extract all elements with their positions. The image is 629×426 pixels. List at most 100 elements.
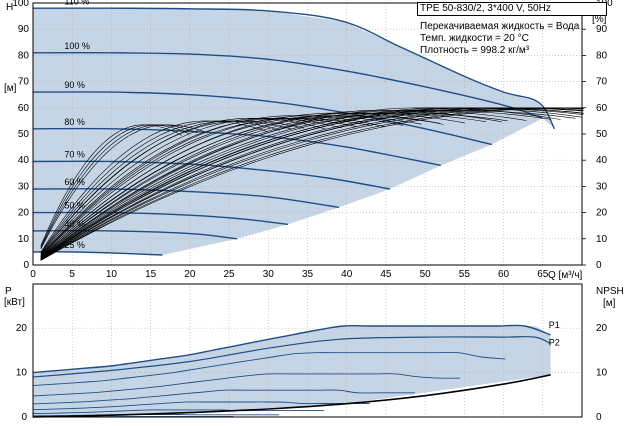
top-left-tick: 70 xyxy=(18,77,30,88)
top-left-axis-label: H xyxy=(6,2,13,13)
top-right-tick: 30 xyxy=(596,181,608,192)
head-curve-110pct xyxy=(33,7,556,130)
head-curve-70pct xyxy=(32,160,391,190)
speed-label: 25 % xyxy=(64,240,85,250)
efficiency-curve xyxy=(40,117,342,256)
power-curve xyxy=(32,401,370,411)
x-tick: 25 xyxy=(224,269,236,280)
top-left-tick: 30 xyxy=(18,181,30,192)
speed-label: 100 % xyxy=(64,41,90,51)
bottom-left-axis-label: P xyxy=(5,286,12,297)
top-left-tick: 0 xyxy=(23,260,29,271)
power-operating-region xyxy=(33,325,551,417)
bottom-right-axis-label: NPSH xyxy=(596,286,624,297)
efficiency-curve xyxy=(40,110,527,259)
efficiency-curve xyxy=(40,115,385,257)
efficiency-curve xyxy=(40,115,404,257)
top-left-tick: 10 xyxy=(18,234,30,245)
top-right-tick: 70 xyxy=(596,77,608,88)
efficiency-curve xyxy=(40,110,576,260)
bottom-right-tick: 10 xyxy=(596,368,608,379)
efficiency-curve xyxy=(40,112,487,259)
liquid-label: Перекачиваемая жидкость = Вода xyxy=(420,21,580,32)
x-tick: 10 xyxy=(106,269,118,280)
x-tick: 0 xyxy=(30,269,36,280)
top-right-tick: 50 xyxy=(596,129,608,140)
efficiency-curve xyxy=(40,117,327,255)
head-curve-100pct xyxy=(32,52,544,119)
efficiency-curve xyxy=(40,110,503,259)
x-tick: 45 xyxy=(380,269,392,280)
power-curve-p2 xyxy=(32,336,551,378)
speed-label: 40 % xyxy=(64,219,85,229)
speed-label: 110 % xyxy=(64,0,89,6)
npsh-curve xyxy=(32,374,551,418)
x-tick: 15 xyxy=(145,269,157,280)
x-tick: 30 xyxy=(263,269,275,280)
power-curve xyxy=(32,409,325,414)
top-left-tick: 40 xyxy=(18,155,30,166)
bottom-right-tick: 0 xyxy=(596,412,602,423)
head-curve-90pct xyxy=(32,91,492,146)
top-right-tick: 40 xyxy=(596,155,608,166)
x-tick: 40 xyxy=(341,269,353,280)
top-left-tick: 60 xyxy=(18,103,30,114)
speed-label: 90 % xyxy=(64,80,85,90)
x-tick: 5 xyxy=(69,269,75,280)
efficiency-curve xyxy=(40,117,357,257)
top-left-tick: 80 xyxy=(18,50,30,61)
efficiency-curve xyxy=(40,120,293,254)
top-right-tick: 10 xyxy=(596,234,608,245)
efficiency-curve xyxy=(40,120,305,255)
power-curve xyxy=(32,324,551,374)
top-left-tick: 50 xyxy=(18,129,30,140)
x-tick: 60 xyxy=(498,269,510,280)
x-tick: 35 xyxy=(302,269,314,280)
bottom-left-axis-unit: [кВт] xyxy=(4,297,25,308)
x-axis-label: Q [м³/ч] xyxy=(548,270,583,281)
p1-label: P1 xyxy=(549,320,560,330)
bottom-plot-frame xyxy=(32,283,583,418)
temp-label: Темп. жидкости = 20 °C xyxy=(420,33,529,44)
bottom-left-tick: 0 xyxy=(21,412,27,423)
header-box xyxy=(417,2,607,16)
power-curve xyxy=(32,351,506,387)
efficiency-curve xyxy=(40,124,206,250)
efficiency-curve xyxy=(40,107,584,260)
x-tick: 65 xyxy=(537,269,549,280)
speed-label: 70 % xyxy=(64,150,85,160)
power-curve xyxy=(32,373,461,397)
efficiency-curve xyxy=(40,107,584,261)
x-tick: 50 xyxy=(420,269,432,280)
efficiency-curve xyxy=(40,107,584,260)
top-right-tick: 90 xyxy=(596,24,608,35)
head-curve-80pct xyxy=(32,127,441,167)
speed-label: 80 % xyxy=(64,117,85,127)
bottom-right-axis-unit: [м] xyxy=(603,298,616,309)
x-tick: 20 xyxy=(184,269,196,280)
top-right-tick: 80 xyxy=(596,50,608,61)
efficiency-curve xyxy=(40,115,422,258)
efficiency-curve xyxy=(40,124,182,246)
model-label: TPE 50-830/2, 3*400 V, 50Hz xyxy=(420,3,551,14)
top-right-tick: 60 xyxy=(596,103,608,114)
x-tick: 55 xyxy=(459,269,471,280)
bottom-left-tick: 10 xyxy=(16,368,28,379)
efficiency-curve xyxy=(40,115,440,258)
efficiency-curve xyxy=(40,112,465,258)
p2-label: P2 xyxy=(549,338,560,348)
top-left-tick: 90 xyxy=(18,24,30,35)
bottom-right-tick: 20 xyxy=(596,323,608,334)
speed-label: 60 % xyxy=(64,177,85,187)
efficiency-curve xyxy=(40,120,280,254)
speed-label: 50 % xyxy=(64,201,85,211)
efficiency-curve xyxy=(40,124,190,248)
efficiency-curve xyxy=(40,120,268,253)
efficiency-curve xyxy=(40,117,373,257)
head-operating-region xyxy=(33,8,555,256)
density-label: Плотность = 998.2 кг/м³ xyxy=(420,45,530,56)
efficiency-curve xyxy=(40,107,584,261)
top-left-tick: 100 xyxy=(12,0,29,9)
